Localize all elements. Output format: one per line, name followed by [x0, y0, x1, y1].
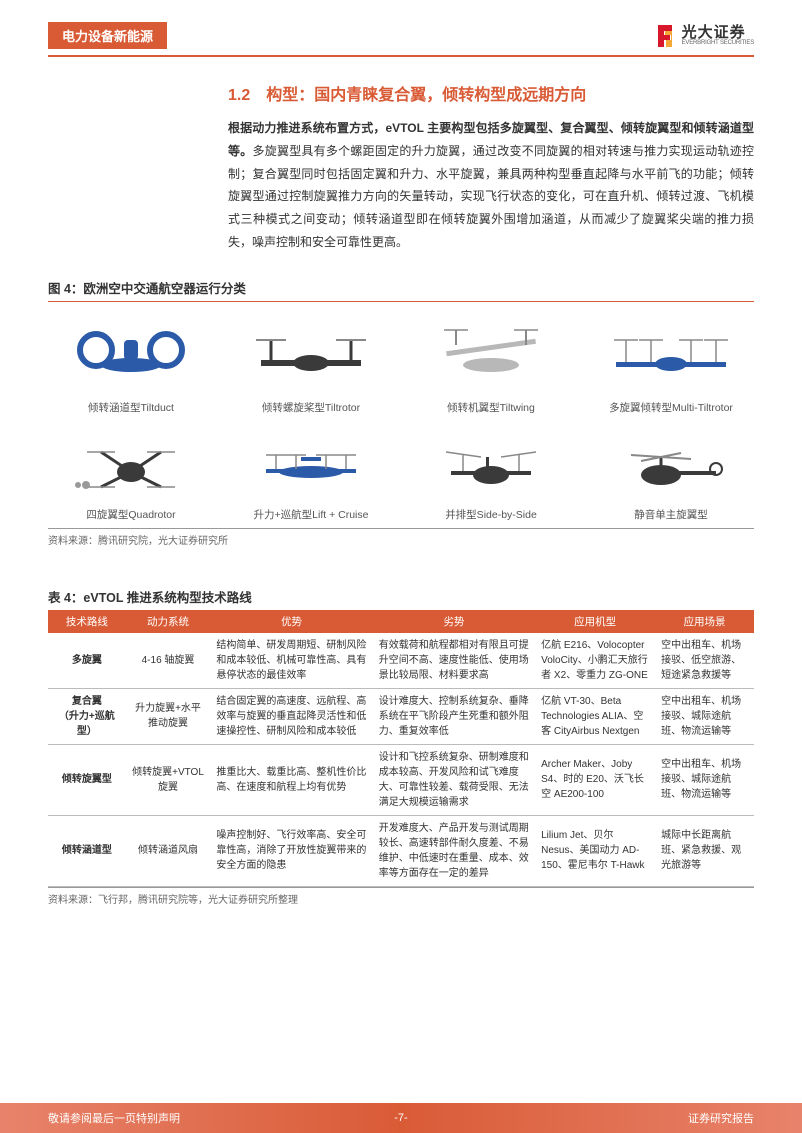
footer-page-number: -7-: [394, 1112, 407, 1124]
figure4-caption: 图 4：欧洲空中交通航空器运行分类: [48, 278, 754, 302]
table-cell: 倾转涵道风扇: [126, 815, 211, 886]
table-header-cell: 优势: [210, 610, 372, 633]
aircraft-cell: 静音单主旋翼型: [588, 423, 754, 522]
aircraft-grid: 倾转涵道型Tiltduct 倾转螺旋桨型Tiltrotor 倾转机翼型Tiltwin…: [48, 316, 754, 522]
aircraft-label: 倾转螺旋桨型Tiltrotor: [228, 400, 394, 415]
aircraft-cell: 并排型Side-by-Side: [408, 423, 574, 522]
logo-icon: [654, 23, 676, 49]
figure4-source: 资料来源：腾讯研究院，光大证券研究所: [48, 528, 754, 547]
table-cell: 推重比大、载重比高、整机性价比高、在速度和航程上均有优势: [210, 744, 372, 815]
aircraft-cell: 升力+巡航型Lift + Cruise: [228, 423, 394, 522]
footer-right: 证券研究报告: [688, 1110, 754, 1126]
aircraft-icon: [228, 316, 394, 394]
table-row: 倾转涵道型倾转涵道风扇噪声控制好、飞行效率高、安全可靠性高，消除了开放性旋翼带来…: [48, 815, 754, 886]
table-header-cell: 动力系统: [126, 610, 211, 633]
table-cell: 噪声控制好、飞行效率高、安全可靠性高，消除了开放性旋翼带来的安全方面的隐患: [210, 815, 372, 886]
table-cell: 有效载荷和航程都相对有限且可提升空间不高、速度性能低、使用场景比较局限、材料要求…: [373, 633, 535, 689]
footer-left: 敬请参阅最后一页特别声明: [48, 1110, 180, 1126]
table-cell: 倾转旋翼+VTOL 旋翼: [126, 744, 211, 815]
aircraft-cell: 倾转螺旋桨型Tiltrotor: [228, 316, 394, 415]
table-cell: 升力旋翼+水平推动旋翼: [126, 688, 211, 744]
table-cell: 空中出租车、机场接驳、城际途航班、物流运输等: [655, 688, 754, 744]
table4: 技术路线动力系统优势劣势应用机型应用场景 多旋翼4-16 轴旋翼结构简单、研发周…: [48, 610, 754, 887]
table-header-cell: 应用机型: [535, 610, 655, 633]
table-header-cell: 劣势: [373, 610, 535, 633]
table-cell: 设计难度大、控制系统复杂、垂降系统在平飞阶段产生死重和额外阻力、重复效率低: [373, 688, 535, 744]
brand-cn: 光大证券: [682, 25, 754, 40]
table-cell: 结合固定翼的高速度、远航程、高效率与旋翼的垂直起降灵活性和低速操控性、研制风险和…: [210, 688, 372, 744]
table-cell: 开发难度大、产品开发与测试周期较长、高速转部件耐久度差、不易维护、中低速时在重量…: [373, 815, 535, 886]
brand-en: EVERBRIGHT SECURITIES: [682, 40, 754, 46]
aircraft-label: 多旋翼倾转型Multi-Tiltrotor: [588, 400, 754, 415]
table-cell: Archer Maker、Joby S4、时的 E20、沃飞长空 AE200-1…: [535, 744, 655, 815]
aircraft-cell: 四旋翼型Quadrotor: [48, 423, 214, 522]
aircraft-icon: [48, 316, 214, 394]
table-cell: 结构简单、研发周期短、研制风险和成本较低、机械可靠性高、具有悬停状态的最佳效率: [210, 633, 372, 689]
table-cell: 多旋翼: [48, 633, 126, 689]
table-cell: 倾转涵道型: [48, 815, 126, 886]
aircraft-icon: [408, 316, 574, 394]
table-cell: Lilium Jet、贝尔 Nesus、美国动力 AD-150、霍尼韦尔 T-H…: [535, 815, 655, 886]
page-header: 电力设备新能源 光大证券 EVERBRIGHT SECURITIES: [48, 0, 754, 57]
aircraft-cell: 多旋翼倾转型Multi-Tiltrotor: [588, 316, 754, 415]
table4-source: 资料来源：飞行邦，腾讯研究院等，光大证券研究所整理: [48, 887, 754, 906]
aircraft-label: 四旋翼型Quadrotor: [48, 507, 214, 522]
aircraft-label: 倾转机翼型Tiltwing: [408, 400, 574, 415]
para-rest: 多旋翼型具有多个螺距固定的升力旋翼，通过改变不同旋翼的相对转速与推力实现运动轨迹…: [228, 144, 754, 249]
table-cell: 城际中长距离航班、紧急救援、观光旅游等: [655, 815, 754, 886]
aircraft-icon: [588, 423, 754, 501]
aircraft-icon: [48, 423, 214, 501]
aircraft-icon: [228, 423, 394, 501]
aircraft-cell: 倾转机翼型Tiltwing: [408, 316, 574, 415]
table-row: 多旋翼4-16 轴旋翼结构简单、研发周期短、研制风险和成本较低、机械可靠性高、具…: [48, 633, 754, 689]
section-heading: 1.2 构型：国内青睐复合翼，倾转构型成远期方向: [228, 81, 754, 105]
page-footer: 敬请参阅最后一页特别声明 -7- 证券研究报告: [0, 1103, 802, 1133]
aircraft-cell: 倾转涵道型Tiltduct: [48, 316, 214, 415]
table-cell: 亿航 VT-30、Beta Technologies ALIA、空客 CityA…: [535, 688, 655, 744]
section-paragraph: 根据动力推进系统布置方式，eVTOL 主要构型包括多旋翼型、复合翼型、倾转旋翼型…: [228, 117, 754, 254]
aircraft-label: 升力+巡航型Lift + Cruise: [228, 507, 394, 522]
table-header-cell: 应用场景: [655, 610, 754, 633]
aircraft-icon: [588, 316, 754, 394]
table-header-cell: 技术路线: [48, 610, 126, 633]
table-cell: 4-16 轴旋翼: [126, 633, 211, 689]
table-row: 倾转旋翼型倾转旋翼+VTOL 旋翼推重比大、载重比高、整机性价比高、在速度和航程…: [48, 744, 754, 815]
table-cell: 复合翼（升力+巡航型）: [48, 688, 126, 744]
aircraft-label: 静音单主旋翼型: [588, 507, 754, 522]
category-badge: 电力设备新能源: [48, 22, 167, 49]
aircraft-label: 并排型Side-by-Side: [408, 507, 574, 522]
table-cell: 设计和飞控系统复杂、研制难度和成本较高、开发风险和试飞难度大、可靠性较差、载荷受…: [373, 744, 535, 815]
table-cell: 空中出租车、机场接驳、城际途航班、物流运输等: [655, 744, 754, 815]
table4-caption: 表 4：eVTOL 推进系统构型技术路线: [48, 587, 754, 610]
table-cell: 空中出租车、机场接驳、低空旅游、短途紧急救援等: [655, 633, 754, 689]
brand-block: 光大证券 EVERBRIGHT SECURITIES: [654, 23, 754, 49]
page-content: 1.2 构型：国内青睐复合翼，倾转构型成远期方向 根据动力推进系统布置方式，eV…: [0, 57, 802, 906]
aircraft-icon: [408, 423, 574, 501]
table-cell: 亿航 E216、Volocopter VoloCity、小鹏汇天旅行者 X2、零…: [535, 633, 655, 689]
table-cell: 倾转旋翼型: [48, 744, 126, 815]
table-row: 复合翼（升力+巡航型）升力旋翼+水平推动旋翼结合固定翼的高速度、远航程、高效率与…: [48, 688, 754, 744]
aircraft-label: 倾转涵道型Tiltduct: [48, 400, 214, 415]
